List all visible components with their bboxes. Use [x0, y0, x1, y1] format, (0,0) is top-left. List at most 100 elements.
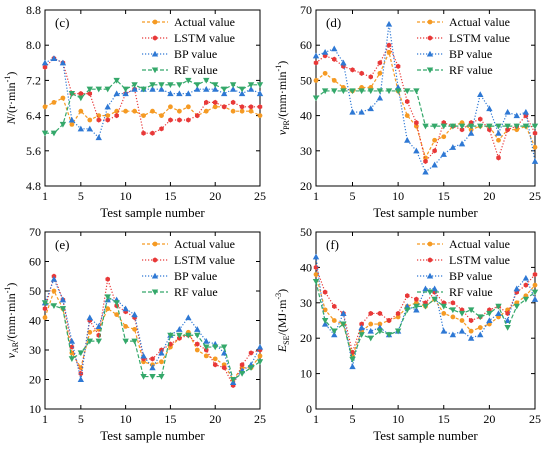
data-point-bp [522, 108, 530, 115]
data-point-bp [238, 90, 246, 97]
series-rf [312, 279, 539, 363]
y-tick-label: 50 [29, 284, 41, 298]
data-point-bp [247, 86, 255, 92]
legend-marker-lstm [427, 35, 433, 41]
data-point-rf [467, 307, 475, 314]
data-point-rf [458, 123, 466, 130]
data-point-bp [185, 314, 192, 321]
y-tick-label: 60 [29, 255, 41, 269]
series-rf [41, 294, 264, 383]
data-point-actual [132, 108, 137, 114]
data-point-lstm [221, 365, 227, 371]
data-point-bp [449, 144, 457, 150]
data-point-bp [458, 327, 466, 334]
data-point-rf [247, 365, 255, 371]
y-axis-label: vPR/(mm·min-1) [274, 61, 291, 135]
data-point-rf [513, 123, 520, 130]
data-point-lstm [395, 63, 401, 69]
data-point-lstm [414, 120, 419, 126]
data-point-lstm [450, 300, 456, 306]
y-tick-label: 8.8 [26, 3, 41, 17]
data-point-bp [194, 86, 201, 92]
data-point-bp [385, 20, 393, 27]
data-point-rf [340, 321, 347, 328]
legend-marker-actual [152, 19, 158, 25]
data-point-rf [431, 123, 438, 130]
data-point-bp [229, 86, 237, 92]
data-point-lstm [248, 350, 254, 356]
data-point-bp [349, 363, 356, 370]
x-tick-label: 1 [313, 412, 319, 426]
data-point-rf [331, 88, 338, 95]
data-point-lstm [168, 117, 173, 123]
legend: Actual value LSTM value BP value RF value [142, 237, 235, 299]
data-point-rf [467, 123, 475, 130]
data-point-lstm [221, 104, 227, 110]
series-lstm [313, 42, 538, 164]
data-point-lstm [432, 148, 437, 154]
data-point-lstm [114, 113, 119, 119]
data-point-lstm [150, 130, 155, 136]
data-point-rf [522, 123, 530, 130]
x-tick-label: 25 [529, 412, 541, 426]
data-point-lstm [96, 117, 101, 123]
data-point-lstm [105, 117, 110, 123]
data-point-actual [51, 100, 57, 105]
data-point-rf [486, 123, 493, 130]
data-point-lstm [322, 289, 328, 295]
y-tick-label: 10 [29, 402, 41, 416]
data-point-actual [203, 353, 209, 359]
data-point-actual [257, 113, 263, 118]
data-point-actual [404, 113, 410, 118]
y-tick-label: 70 [300, 3, 312, 17]
legend-marker-lstm [427, 257, 433, 263]
data-point-rf [385, 88, 393, 95]
data-point-rf [440, 303, 447, 310]
data-point-bp [185, 90, 192, 97]
series-line-lstm [44, 57, 260, 134]
data-point-bp [531, 158, 539, 164]
data-point-rf [77, 95, 85, 102]
data-point-rf [194, 332, 201, 339]
data-point-rf [176, 332, 183, 339]
legend-label-actual: Actual value [174, 237, 235, 251]
data-point-rf [358, 332, 365, 338]
data-point-rf [458, 310, 466, 317]
x-tick-label: 15 [164, 412, 176, 426]
data-point-rf [158, 82, 165, 88]
legend-marker-rf [151, 67, 159, 74]
data-point-actual [239, 108, 245, 114]
y-tick-label: 5.6 [26, 144, 41, 158]
data-point-actual [477, 325, 483, 330]
data-point-bp [131, 311, 138, 318]
data-point-bp [176, 90, 183, 97]
y-axis-label: vAR/(mm·min-1) [3, 283, 20, 359]
data-point-rf [229, 376, 237, 383]
legend-label-lstm: LSTM value [174, 31, 235, 45]
legend: Actual value LSTM value BP value RF value [142, 15, 235, 77]
x-tick-label: 1 [42, 189, 48, 203]
plot-frame [315, 231, 536, 410]
data-point-bp [367, 105, 374, 112]
data-point-rf [422, 303, 429, 310]
data-point-lstm [395, 310, 401, 317]
data-point-rf [431, 296, 438, 303]
data-point-rf [140, 373, 147, 380]
data-point-bp [340, 310, 347, 316]
data-point-lstm [69, 344, 75, 350]
data-point-rf [68, 356, 76, 363]
data-point-actual [432, 137, 438, 143]
data-point-rf [367, 335, 374, 342]
data-point-rf [95, 338, 102, 345]
data-point-actual [212, 356, 218, 362]
data-point-bp [495, 130, 502, 136]
y-axis-label: N/(r·min-1) [3, 72, 18, 126]
data-point-rf [203, 344, 210, 351]
data-point-rf [59, 306, 67, 312]
data-point-actual [248, 108, 254, 114]
data-point-bp [203, 86, 210, 92]
data-point-actual [203, 108, 209, 114]
